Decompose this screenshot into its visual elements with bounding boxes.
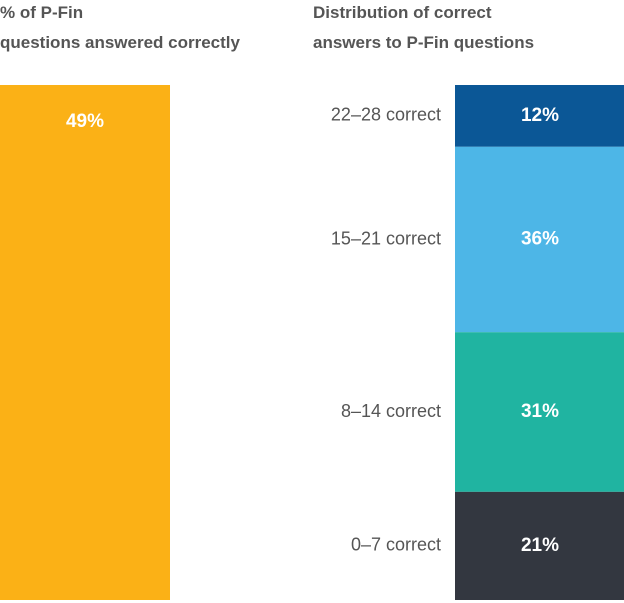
value-label: 31% bbox=[521, 401, 559, 422]
bar bbox=[0, 85, 170, 600]
bar-segment bbox=[455, 332, 624, 492]
value-label: 36% bbox=[521, 229, 559, 250]
value-label: 49% bbox=[66, 111, 104, 132]
category-label: 8–14 correct bbox=[341, 401, 441, 421]
category-label: 0–7 correct bbox=[351, 535, 441, 555]
chart-title: % of P-Fin questions answered correctly bbox=[0, 3, 241, 52]
chart-title: Distribution of correct answers to P-Fin … bbox=[313, 3, 534, 52]
value-label: 21% bbox=[521, 535, 559, 556]
category-label: 15–21 correct bbox=[331, 228, 441, 248]
category-label: 22–28 correct bbox=[331, 105, 441, 125]
bar-segment bbox=[455, 491, 624, 600]
bar-segment bbox=[455, 85, 624, 147]
value-label: 12% bbox=[521, 105, 559, 126]
bar-segment bbox=[455, 146, 624, 333]
